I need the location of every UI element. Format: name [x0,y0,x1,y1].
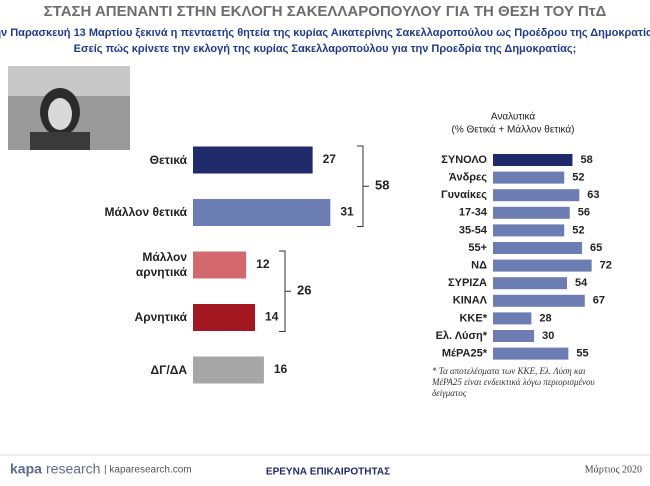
category-label-box: Μάλλον θετικά [104,205,187,219]
bar [493,242,583,254]
bar [193,146,313,174]
category-label: Ελ. Λύση* [436,330,488,342]
value-label: 28 [539,312,551,324]
site: | kaparesearch.com [104,465,192,476]
value-label: 72 [600,260,612,272]
value-label: 67 [593,295,605,307]
bar [493,312,532,325]
category-label: Θετικά [149,152,187,167]
category-label: ΣΥΡΙΖΑ [448,277,487,289]
value-label: 27 [323,152,337,166]
bar [193,304,256,331]
bar [493,330,535,342]
category-label-box: Αρνητικά [134,310,187,324]
bar [493,224,565,237]
category-label: Αρνητικά [134,310,187,324]
value-label: 14 [265,310,279,324]
bar [493,347,569,360]
footer-center: ΕΡΕΥΝΑ ΕΠΙΚΑΙΡΟΤΗΤΑΣ [266,467,390,478]
value-label: 31 [340,205,354,219]
bar [493,277,567,290]
value-label: 65 [590,242,602,254]
category-label: ΚΙΝΑΛ [453,295,488,307]
value-label: 52 [572,224,584,236]
group-total: 26 [297,283,311,298]
subtitle: Την Παρασκευή 13 Μαρτίου ξεκινά η πενταε… [0,27,650,39]
value-label: 52 [572,172,584,184]
bracket [279,250,291,332]
footnote: * Τα αποτελέσματα των ΚΚΕ, Ελ. Λύση και … [432,366,595,398]
bar [493,206,570,219]
brand: research [46,461,100,477]
value-label: 16 [274,362,288,376]
category-label: 17-34 [459,207,488,219]
bar [193,199,331,226]
brand: kapa [10,461,42,477]
photo [8,66,130,150]
category-label: ΝΔ [471,260,487,272]
bar [193,251,247,279]
category-label-box: Θετικά [149,152,187,167]
category-label: ΚΚΕ* [459,312,487,324]
category-label: Μάλλον αρνητικά [135,250,187,279]
value-label: 12 [256,257,270,271]
chart-title: Αναλυτικά [491,111,536,123]
bar [493,294,585,307]
category-label-box: ΔΓ/ΔΑ [150,362,187,377]
subtitle: Εσείς πώς κρίνετε την εκλογή της κυρίας … [74,43,577,55]
category-label: 35-54 [459,224,488,236]
bar [493,154,573,166]
category-label: 55+ [468,242,487,254]
title: ΣΤΑΣΗ ΑΠΕΝΑΝΤΙ ΣΤΗΝ ΕΚΛΟΓΗ ΣΑΚΕΛΛΑΡΟΠΟΥΛ… [44,3,607,20]
group-total: 58 [375,178,389,193]
category-label: ΜέΡΑ25* [442,348,488,360]
bracket [357,145,369,227]
bar [193,356,264,384]
value-label: 63 [587,189,599,201]
footnote-box: * Τα αποτελέσματα των ΚΚΕ, Ελ. Λύση και … [432,366,595,398]
category-label: Μάλλον θετικά [104,205,187,219]
chart-subtitle: (% Θετικά + Μάλλον θετικά) [452,124,575,136]
category-label-box: Μάλλον αρνητικά [135,250,187,279]
value-label: 54 [575,277,588,289]
bar [493,189,580,202]
bar [493,259,592,272]
category-label: Γυναίκες [441,189,487,201]
category-label: Άνδρες [449,172,487,184]
value-label: 56 [578,207,590,219]
value-label: 58 [580,154,592,166]
value-label: 30 [542,330,554,342]
category-label: ΣΥΝΟΛΟ [441,154,487,166]
bar [493,171,565,184]
date: Μάρτιος 2020 [585,464,642,475]
category-label: ΔΓ/ΔΑ [150,362,187,377]
value-label: 55 [576,348,588,360]
